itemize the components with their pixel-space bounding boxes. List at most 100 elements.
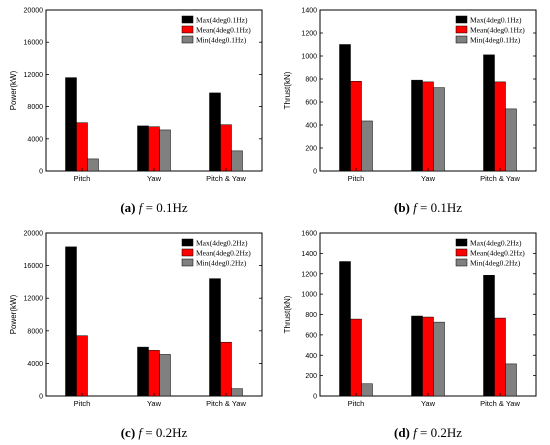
legend-swatch [455, 258, 468, 267]
legend-entry: Min(4deg0.2Hz) [196, 259, 247, 268]
legend-swatch [455, 15, 468, 24]
bar-pitch-yaw-2 [231, 388, 243, 397]
bar-yaw-0 [137, 125, 149, 172]
panel-caption: (c) f = 0.2Hz [121, 425, 188, 440]
caption-variable: f [138, 425, 144, 440]
legend-swatch [181, 258, 194, 267]
y-tick-label: 1000 [301, 292, 317, 299]
bar-pitch-yaw-0 [483, 275, 495, 397]
y-tick-label: 1400 [301, 8, 317, 15]
panel-caption: (d) f = 0.2Hz [394, 425, 462, 440]
x-category-label: Pitch & Yaw [206, 399, 246, 408]
legend-swatch [455, 238, 468, 247]
bar-yaw-0 [411, 79, 423, 172]
y-tick-label: 0 [39, 169, 43, 176]
y-tick-label: 4000 [27, 136, 43, 143]
y-tick-label: 1200 [301, 271, 317, 278]
y-tick-label: 12000 [24, 296, 44, 303]
y-axis-label: Power(kW) [9, 70, 18, 110]
y-tick-label: 1000 [301, 54, 317, 61]
y-tick-label: 0 [313, 169, 317, 176]
y-tick-label: 600 [305, 100, 317, 107]
bar-yaw-1 [148, 126, 160, 172]
caption-value: = 0.1Hz [142, 200, 187, 215]
x-category-label: Pitch & Yaw [480, 399, 520, 408]
legend-swatch [455, 248, 468, 257]
x-category-label: Yaw [147, 399, 162, 408]
chart-panel-c: 0 4000 8000 12000 16000 20000 Power(kW) Pitch Ya… [9, 231, 263, 440]
y-tick-label: 12000 [24, 72, 44, 79]
legend-swatch [181, 25, 194, 34]
bar-pitch-1 [76, 122, 88, 172]
chart-panel-b: 0 200 400 600 800 1000 1200 1400 Thrust(kN) Pitch… [283, 8, 537, 215]
bar-yaw-2 [433, 321, 445, 397]
legend-swatch [181, 248, 194, 257]
bar-pitch-2 [87, 158, 99, 172]
bar-pitch-yaw-1 [220, 341, 232, 397]
y-tick-label: 20000 [24, 8, 44, 15]
legend-entry: Max(4deg0.2Hz) [470, 239, 522, 248]
bar-pitch-0 [339, 44, 351, 172]
caption-variable: f [413, 425, 419, 440]
legend-swatch [455, 25, 468, 34]
x-category-label: Pitch [348, 399, 365, 408]
bar-pitch-yaw-0 [209, 92, 221, 172]
bar-yaw-0 [137, 346, 149, 397]
legend-entry: Max(4deg0.2Hz) [196, 239, 248, 248]
caption-value: = 0.1Hz [417, 200, 462, 215]
panel-caption: (a) f = 0.1Hz [120, 200, 188, 215]
x-category-label: Pitch [74, 399, 91, 408]
bar-pitch-yaw-2 [505, 363, 517, 397]
legend-entry: Max(4deg0.1Hz) [470, 16, 522, 25]
y-tick-label: 0 [313, 394, 317, 401]
y-tick-label: 200 [305, 146, 317, 153]
legend-entry: Mean(4deg0.2Hz) [470, 249, 525, 258]
bar-pitch-1 [350, 318, 362, 397]
caption-value: = 0.2Hz [142, 425, 187, 440]
y-tick-label: 16000 [24, 40, 44, 47]
y-axis-label: Power(kW) [9, 294, 18, 334]
chart-panel-d: 0 200 400 600 800 1000 1200 1400 1600 Thrust(kN) P… [283, 231, 537, 440]
legend-swatch [181, 15, 194, 24]
y-axis-label: Thrust(kN) [283, 295, 292, 333]
bar-pitch-0 [65, 246, 77, 397]
legend-entry: Min(4deg0.2Hz) [470, 259, 521, 268]
caption-letter: (c) [121, 425, 135, 440]
legend-entry: Mean(4deg0.2Hz) [196, 249, 251, 258]
bar-pitch-yaw-1 [220, 124, 232, 172]
bar-pitch-yaw-2 [505, 108, 517, 172]
bar-pitch-yaw-0 [483, 54, 495, 172]
y-tick-label: 8000 [27, 104, 43, 111]
bar-yaw-2 [159, 354, 171, 397]
bar-yaw-1 [422, 316, 434, 397]
bar-pitch-yaw-1 [494, 81, 506, 172]
bar-yaw-0 [411, 315, 423, 397]
bar-yaw-2 [433, 87, 445, 172]
bar-pitch-0 [65, 77, 77, 172]
y-tick-label: 1400 [301, 251, 317, 258]
y-tick-label: 200 [305, 373, 317, 380]
legend-swatch [181, 238, 194, 247]
x-category-label: Yaw [147, 174, 162, 183]
legend-entry: Min(4deg0.1Hz) [470, 36, 521, 45]
legend-swatch [455, 35, 468, 44]
legend-entry: Max(4deg0.1Hz) [196, 16, 248, 25]
bar-yaw-1 [148, 350, 160, 397]
bar-yaw-1 [422, 81, 434, 172]
bar-pitch-0 [339, 261, 351, 397]
x-category-label: Yaw [421, 399, 436, 408]
bar-pitch-2 [361, 120, 373, 172]
caption-letter: (b) [394, 200, 410, 215]
legend-swatch [181, 35, 194, 44]
caption-variable: f [139, 200, 145, 215]
caption-variable: f [413, 200, 419, 215]
y-tick-label: 400 [305, 123, 317, 130]
bar-pitch-2 [361, 383, 373, 397]
caption-value: = 0.2Hz [417, 425, 462, 440]
bar-yaw-2 [159, 129, 171, 172]
y-tick-label: 20000 [24, 231, 44, 238]
panel-caption: (b) f = 0.1Hz [394, 200, 462, 215]
legend-entry: Mean(4deg0.1Hz) [470, 26, 525, 35]
y-tick-label: 4000 [27, 361, 43, 368]
